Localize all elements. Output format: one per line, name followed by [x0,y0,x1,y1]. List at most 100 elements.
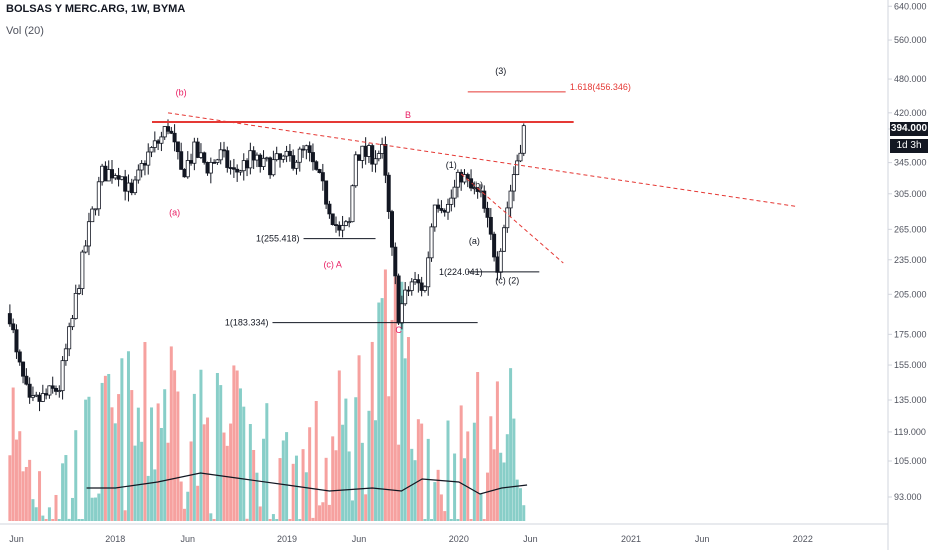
candle-body [24,375,29,385]
volume-bar [133,445,137,521]
candle-body [274,153,279,161]
volume-bar [400,281,404,521]
volume-bar [472,422,476,521]
volume-bar [179,481,183,521]
candle-body [189,160,194,164]
candle-body [386,174,391,212]
candle-body [195,141,200,158]
volume-bar [38,471,42,521]
volume-bar [28,459,32,521]
volume-bar [143,342,147,521]
candle-body [119,176,124,180]
price-tick-label: 265.000 [894,224,927,234]
volume-bar [522,505,526,521]
volume-bar [248,424,252,521]
candle-body [113,175,118,179]
wave-label: (3) [495,66,506,76]
volume-bar [255,472,259,521]
price-tick-label: 105.000 [894,456,927,466]
volume-bar [182,508,186,521]
price-tick-label: 560.000 [894,35,927,45]
volume-bar [294,455,298,521]
candle-body [389,211,394,248]
candle-body [146,151,151,166]
candle-body [165,126,170,132]
candle-body [93,208,98,211]
candle-body [218,149,223,161]
volume-bar [327,504,331,521]
volume-bar [34,507,38,521]
candle-body [357,154,362,161]
volume-bar [271,514,275,521]
volume-bar [420,423,424,521]
candle-body [380,144,385,154]
candle-body [294,161,299,169]
candle-body [110,169,115,179]
candle-body [169,130,174,134]
last-price-badge: 394.000 [890,122,928,136]
candle-body [212,161,217,164]
level-label: 1(224.041) [439,267,483,277]
candle-body [96,181,101,210]
volume-bar [156,403,160,521]
candle-body [498,250,503,273]
candle-body [301,148,306,151]
volume-bar [482,519,486,521]
volume-indicator-label[interactable]: Vol (20) [6,25,44,37]
candle-body [277,153,282,160]
volume-bar [453,453,457,521]
candle-body [14,329,19,353]
candle-body [376,153,381,160]
candle-body [70,318,75,328]
candle-body [208,161,213,174]
volume-bar [459,405,463,521]
volume-bar [509,368,513,521]
volume-bar [370,341,374,521]
target-level-label: 1.618(456.346) [570,82,631,92]
wave-label: (a) [169,207,180,217]
candle-body [508,190,513,209]
volume-bar [360,442,364,521]
wave-label: (1) [446,160,457,170]
volume-bar [126,351,130,521]
volume-bar [47,507,51,521]
volume-bar [341,424,345,521]
candle-body [221,149,226,152]
wave-label: (a) [469,236,480,246]
volume-bar [492,449,496,521]
candle-body [482,190,487,209]
level-label: 1(183.334) [225,318,269,328]
candle-body [317,169,322,173]
candle-body [373,158,378,165]
volume-bar [347,451,351,521]
volume-bar [67,518,71,521]
candle-body [185,160,190,178]
volume-bar [331,436,335,521]
volume-bar [436,469,440,521]
wave-label: (c) A [323,259,342,269]
candle-body [363,145,368,157]
volume-bar [423,519,427,521]
candle-body [182,168,187,178]
volume-bar [512,418,516,521]
volume-bar [100,382,104,521]
candle-body [129,182,134,194]
volume-bar [377,302,381,521]
volume-bar [90,497,94,521]
volume-bar [393,276,397,521]
candle-body [478,190,483,193]
candle-body [333,224,338,226]
volume-bar [120,358,124,521]
volume-bar [275,519,279,521]
candle-body [175,141,180,153]
candle-body [465,174,470,180]
volume-bar [107,373,111,521]
volume-bar [74,430,78,521]
candle-body [442,210,447,213]
volume-bar [150,407,154,521]
candle-body [126,182,131,192]
volume-bar [433,482,437,521]
volume-bar [416,419,420,521]
candle-body [307,145,312,153]
